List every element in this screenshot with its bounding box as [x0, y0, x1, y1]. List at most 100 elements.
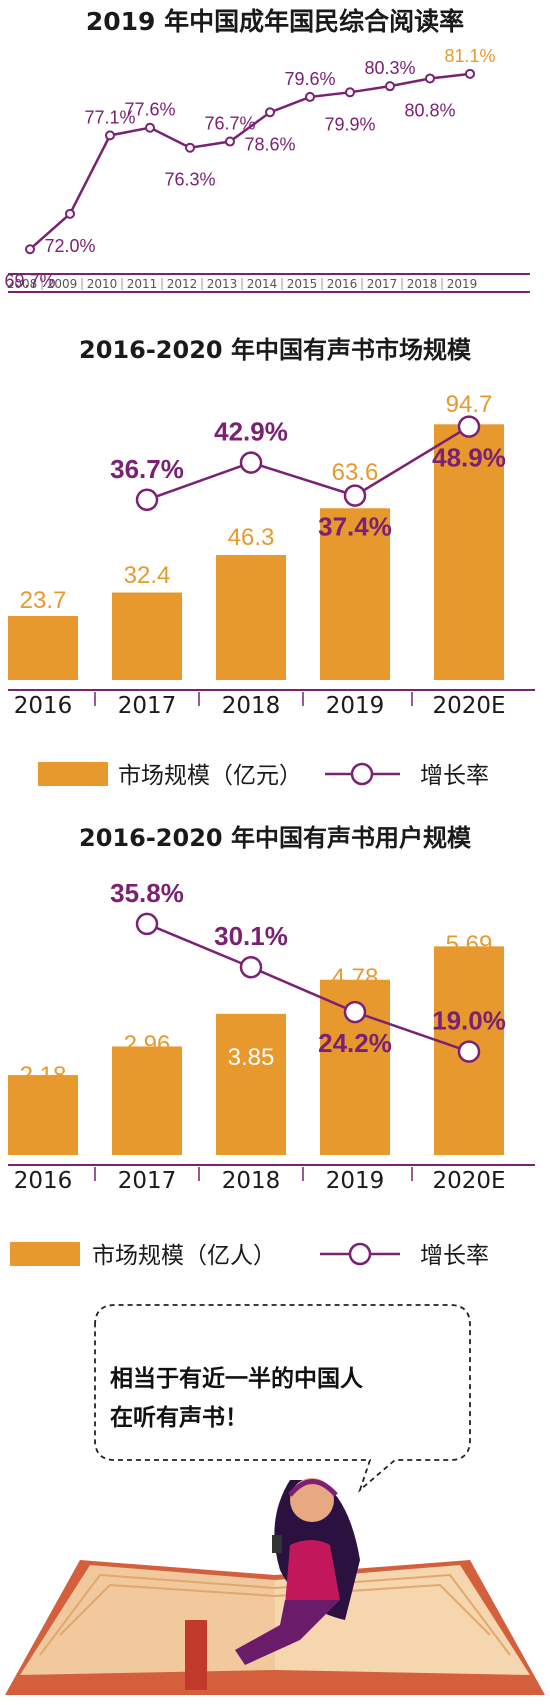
x-tick-label: 2019 — [447, 277, 478, 291]
x-tick-label: 2012 — [167, 277, 198, 291]
headphones-icon — [288, 1479, 338, 1497]
growth-label: 30.1% — [214, 921, 288, 951]
growth-label: 48.9% — [432, 443, 506, 473]
data-label: 80.8% — [404, 100, 455, 120]
x-tick-label: 2014 — [247, 277, 278, 291]
chart-3-title: 2016-2020 年中国有声书用户规模 — [79, 824, 472, 852]
x-tick-label: 2008 — [7, 277, 38, 291]
market-size-chart: 23.7 32.4 46.3 63.6 94.7 36.7% 42.9% 37.4% 48.9%… — [8, 391, 535, 789]
speech-bubble: 相当于有近一半的中国人 在听有声书！ — [94, 1304, 471, 1493]
growth-label: 19.0% — [432, 1006, 506, 1036]
bar — [216, 554, 286, 680]
bar — [8, 616, 78, 680]
data-point — [225, 136, 235, 147]
x-tick-label: 2011 — [127, 277, 158, 291]
bar — [320, 508, 390, 680]
data-point — [185, 142, 195, 153]
data-point — [65, 208, 75, 219]
reading-rate-series-line — [29, 72, 471, 251]
page-line — [59, 1583, 276, 1636]
data-point — [425, 73, 435, 84]
bar — [112, 1046, 182, 1155]
x-tick-label: 2020E — [432, 1168, 505, 1194]
book-left-page — [20, 1565, 275, 1675]
reading-woman-illustration — [5, 1478, 545, 1695]
data-label: 77.1% — [84, 107, 135, 127]
data-label: 79.9% — [324, 114, 375, 134]
growth-label: 35.8% — [110, 878, 184, 908]
bar — [216, 1013, 286, 1155]
legend-line-marker — [348, 1242, 372, 1266]
growth-point — [457, 415, 481, 438]
bar-value-label: 2.18 — [20, 1062, 67, 1089]
growth-point — [135, 912, 159, 936]
x-tick-label: 2016 — [14, 1168, 73, 1194]
data-label: 78.6% — [244, 134, 295, 154]
user-size-chart: 2.18 2.96 3.85 4.78 5.69 35.8% 30.1% 24.2% 19.0%… — [8, 878, 535, 1269]
growth-point — [457, 1040, 481, 1063]
data-point — [105, 130, 115, 141]
growth-point — [343, 1000, 367, 1024]
phone-icon — [272, 1535, 282, 1553]
data-label: 72.0% — [44, 236, 95, 256]
speech-bubble-outline — [94, 1304, 471, 1493]
data-point — [465, 68, 475, 79]
callout-line-1: 相当于有近一半的中国人 — [110, 1365, 364, 1392]
x-tick-label: 2010 — [87, 277, 118, 291]
growth-point — [239, 451, 263, 474]
x-tick-label: 2016 — [14, 693, 73, 719]
bar-value-label: 46.3 — [228, 524, 275, 551]
data-label: 76.3% — [164, 170, 215, 190]
x-tick-label: 2018 — [407, 277, 438, 291]
chart-2-title: 2016-2020 年中国有声书市场规模 — [79, 336, 472, 364]
page-line — [39, 1573, 276, 1656]
bar — [112, 592, 182, 680]
woman-shirt — [285, 1540, 340, 1605]
bar-value-label: 5.69 — [446, 931, 493, 958]
x-tick-label: 2016 — [327, 277, 358, 291]
growth-point — [135, 488, 159, 512]
bar — [8, 1075, 78, 1155]
legend-line-label: 增长率 — [420, 763, 489, 789]
legend-bar-swatch — [38, 762, 108, 786]
growth-label: 37.4% — [318, 512, 392, 542]
legend-bar-label: 市场规模（亿元） — [118, 763, 302, 789]
x-tick-label: 2017 — [118, 1168, 177, 1194]
data-label: 80.3% — [364, 58, 415, 78]
bar — [434, 424, 504, 680]
x-tick-label: 2020E — [432, 693, 505, 719]
x-tick-label: 2015 — [287, 277, 318, 291]
data-point — [145, 122, 155, 133]
data-point — [385, 81, 395, 92]
market-growth-series-line — [146, 425, 470, 501]
data-label: 79.6% — [284, 69, 335, 89]
x-tick-label: 2017 — [118, 693, 177, 719]
x-tick-label: 2013 — [207, 277, 238, 291]
x-tick-label: 2017 — [367, 277, 398, 291]
reading-rate-line-chart: 2008 2009 2010 2011 2012 2013 2014 2015 2016 2017… — [4, 46, 530, 293]
bar-value-label: 63.6 — [332, 459, 379, 486]
bar-value-label: 3.85 — [228, 1044, 275, 1071]
data-point — [25, 244, 35, 255]
x-tick-label: 2019 — [326, 693, 385, 719]
data-label: 77.6% — [124, 100, 175, 120]
x-tick-label: 2019 — [326, 1168, 385, 1194]
growth-label: 24.2% — [318, 1028, 392, 1058]
bar-value-label: 94.7 — [446, 391, 493, 418]
data-point — [345, 87, 355, 98]
growth-label: 36.7% — [110, 454, 184, 484]
growth-point — [239, 955, 263, 979]
data-label: 69.7% — [4, 271, 55, 291]
bar-value-label: 23.7 — [20, 587, 67, 614]
bookmark-ribbon — [185, 1620, 207, 1690]
data-point — [305, 91, 315, 102]
legend-bar-swatch — [10, 1242, 80, 1266]
x-tick-label: 2018 — [222, 693, 281, 719]
legend-bar-label: 市场规模（亿人） — [92, 1243, 276, 1269]
data-label: 76.7% — [204, 114, 255, 134]
woman-legs — [235, 1600, 340, 1665]
growth-point — [343, 484, 367, 507]
callout-line-2: 在听有声书！ — [110, 1404, 248, 1431]
